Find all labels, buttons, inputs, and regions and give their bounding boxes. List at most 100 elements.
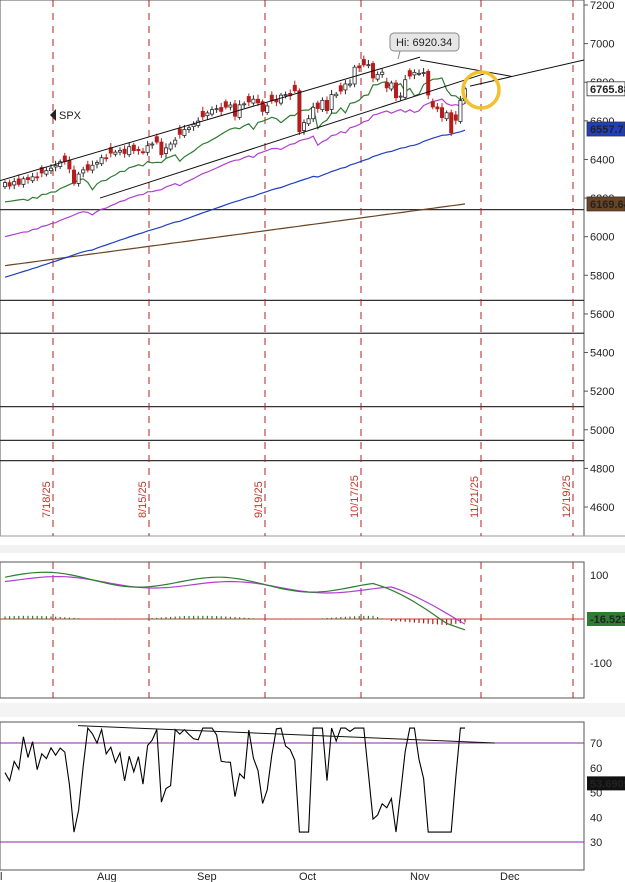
candle-body xyxy=(357,65,362,69)
candle-body xyxy=(39,167,44,174)
candle-body xyxy=(320,99,325,111)
panel-separator-2 xyxy=(0,703,625,717)
candle-body xyxy=(205,112,210,117)
candle-body xyxy=(416,72,421,75)
candle-body xyxy=(214,108,219,111)
price-tag-box xyxy=(586,196,625,212)
candle-body xyxy=(136,149,141,151)
candle-body xyxy=(329,94,334,110)
candle-body xyxy=(278,94,283,104)
candle-body xyxy=(338,85,343,92)
candle-body xyxy=(384,82,389,89)
candle-body xyxy=(375,74,380,80)
candle-body xyxy=(343,83,348,91)
price-tag-label: 6765.88 xyxy=(590,84,625,96)
candle-body xyxy=(186,127,191,130)
high-callout-label: Hi: 6920.34 xyxy=(396,37,452,49)
candle-body xyxy=(315,102,320,109)
rsi-divergence-line xyxy=(77,725,496,744)
high-callout-box xyxy=(389,32,460,52)
candle-body xyxy=(366,64,371,67)
date-label: 10/17/25 xyxy=(349,475,361,518)
candle-body xyxy=(219,107,224,112)
rsi-panel xyxy=(0,721,585,871)
candle-body xyxy=(113,151,118,155)
candle-body xyxy=(200,110,205,118)
channel-upper-line xyxy=(0,56,421,182)
macd-value-tag: -16.523 xyxy=(590,614,625,626)
macd-value-tag-box xyxy=(587,612,625,626)
candle-body xyxy=(209,109,214,115)
candle-body xyxy=(159,141,164,156)
candle-body xyxy=(44,170,49,175)
candle-body xyxy=(453,114,458,121)
y-tick-label: 7200 xyxy=(590,0,614,12)
candle-body xyxy=(140,151,145,154)
rsi-y-tick: 40 xyxy=(590,812,602,824)
candle-body xyxy=(81,169,86,174)
price-tag-label: 6557.7 xyxy=(590,124,624,136)
price-tag-label: 6169.64 xyxy=(590,199,625,211)
candle-body xyxy=(85,164,90,171)
candle-body xyxy=(255,98,260,104)
candle-body xyxy=(99,157,104,165)
candle-body xyxy=(380,71,385,75)
candle-body xyxy=(58,161,63,168)
month-label: Aug xyxy=(97,871,117,882)
candle-body xyxy=(12,181,17,186)
panel-separator xyxy=(0,545,625,553)
date-label: 7/18/25 xyxy=(41,481,53,518)
candle-body xyxy=(163,147,168,154)
candle-body xyxy=(324,99,329,112)
date-label: 9/19/25 xyxy=(253,481,265,518)
candle-body xyxy=(150,143,155,146)
ma-mid-line xyxy=(4,98,466,238)
candle-body xyxy=(35,176,40,179)
candle-body xyxy=(311,106,316,120)
candle-body xyxy=(435,106,440,110)
candle-body xyxy=(283,94,288,96)
candle-body xyxy=(412,71,417,76)
candle-body xyxy=(131,144,136,151)
rsi-value-tag: 53.6909 xyxy=(590,778,625,790)
candle-body xyxy=(223,101,228,108)
candle-body xyxy=(444,112,449,120)
y-tick-label: 5400 xyxy=(590,348,614,360)
candle-body xyxy=(228,104,233,108)
candle-body xyxy=(334,93,339,97)
candle-body xyxy=(458,100,463,122)
y-tick-label: 7000 xyxy=(590,39,614,51)
candle-body xyxy=(297,90,302,133)
y-tick-label: 5800 xyxy=(590,270,614,282)
candle-body xyxy=(127,146,132,156)
y-tick-label: 4800 xyxy=(590,463,614,475)
channel-lower-line xyxy=(99,72,489,199)
macd-y-tick: 100 xyxy=(590,570,608,582)
candle-body xyxy=(49,167,54,172)
candle-body xyxy=(439,107,444,118)
candle-body xyxy=(90,164,95,171)
candle-body xyxy=(292,84,297,92)
candle-body xyxy=(389,82,394,90)
candle-body xyxy=(426,71,431,96)
candle-body xyxy=(191,123,196,128)
candle-body xyxy=(62,155,67,162)
date-label: 12/19/25 xyxy=(561,475,573,518)
candle-body xyxy=(30,176,35,182)
candle-body xyxy=(16,178,21,185)
candle-body xyxy=(361,59,366,66)
candle-body xyxy=(449,112,454,134)
rsi-line xyxy=(4,726,465,833)
candle-body xyxy=(118,149,123,153)
candle-body xyxy=(21,178,26,185)
price-panel xyxy=(0,0,585,537)
candle-body xyxy=(104,157,109,160)
high-callout-pointer xyxy=(397,50,401,60)
candle-body xyxy=(242,103,247,106)
resistance-line xyxy=(419,59,513,77)
candle-body xyxy=(269,94,274,101)
macd-line xyxy=(4,571,466,631)
candle-body xyxy=(122,148,127,154)
date-label: 11/21/25 xyxy=(469,476,481,518)
